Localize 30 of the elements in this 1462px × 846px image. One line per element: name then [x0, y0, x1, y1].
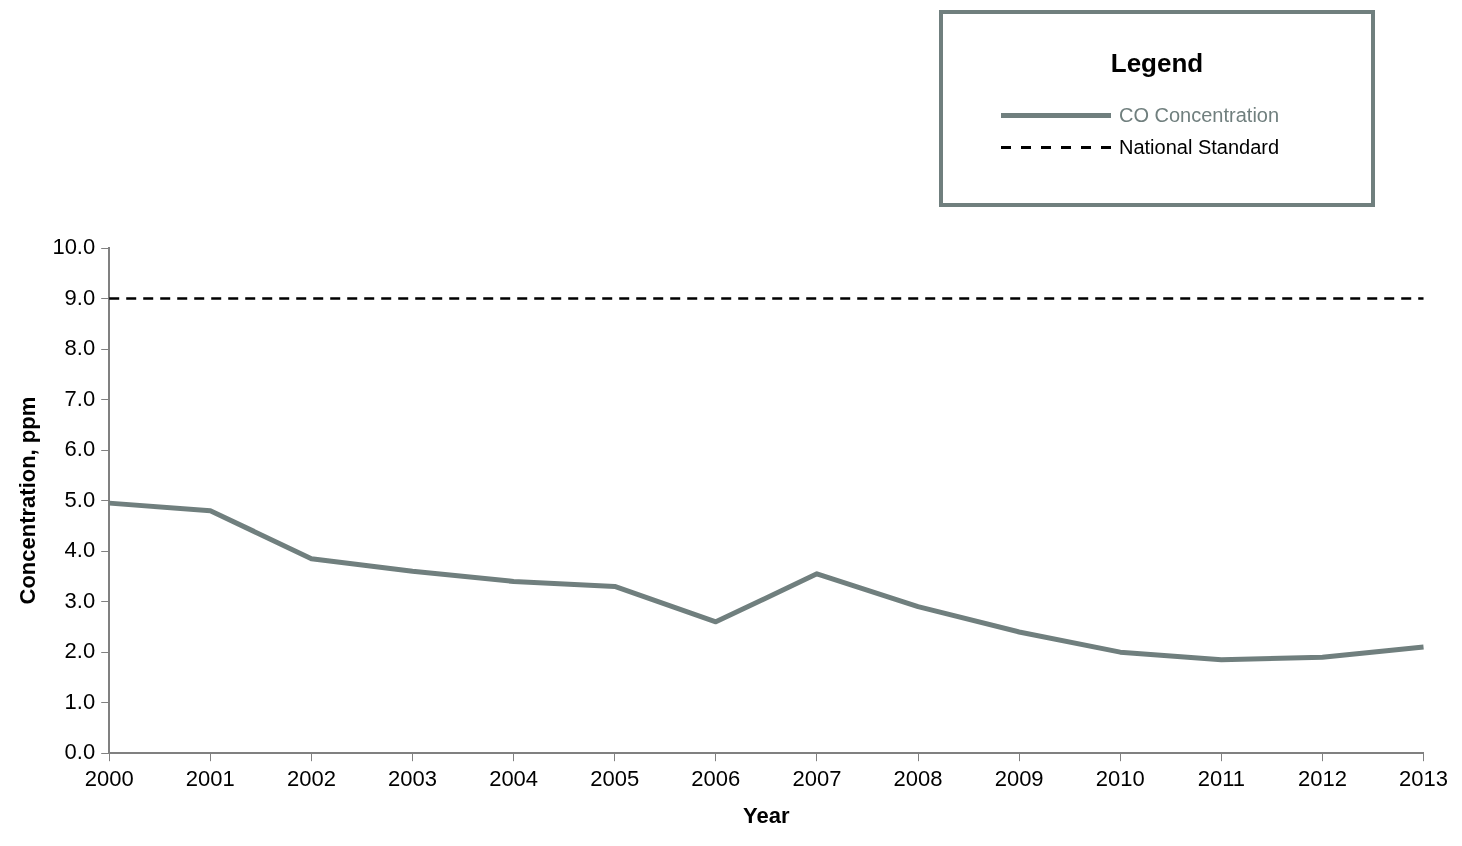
y-tick-label: 0.0	[64, 739, 96, 765]
y-tick-label: 4.0	[64, 537, 96, 563]
x-tick-label: 2010	[1095, 766, 1145, 792]
legend-title: Legend	[1109, 48, 1205, 79]
x-tick-label: 2009	[994, 766, 1044, 792]
y-tick-label: 10.0	[52, 234, 96, 260]
y-tick-label: 3.0	[64, 587, 96, 613]
y-tick-label: 6.0	[64, 436, 96, 462]
x-tick-label: 2007	[792, 766, 842, 792]
y-tick-label: 1.0	[64, 688, 96, 714]
x-tick-label: 2002	[286, 766, 336, 792]
x-axis-title: Year	[743, 802, 791, 828]
x-tick-label: 2008	[893, 766, 943, 792]
y-tick-label: 2.0	[64, 638, 96, 664]
y-tick-label: 5.0	[64, 486, 96, 512]
x-tick-label: 2013	[1399, 766, 1449, 792]
y-tick-label: 8.0	[64, 335, 96, 361]
y-axis-title: Concentration, ppm	[15, 396, 41, 605]
x-tick-label: 2005	[590, 766, 640, 792]
x-tick-label: 2001	[185, 766, 235, 792]
x-tick-label: 2006	[691, 766, 741, 792]
x-tick-label: 2000	[84, 766, 134, 792]
x-tick-label: 2003	[388, 766, 437, 792]
x-tick-label: 2011	[1197, 766, 1245, 792]
x-tick-label: 2012	[1297, 766, 1347, 792]
y-tick-label: 9.0	[64, 284, 96, 310]
y-tick-label: 7.0	[64, 385, 96, 411]
legend-label: CO Concentration	[1119, 103, 1280, 127]
legend-label: National Standard	[1119, 135, 1280, 159]
x-tick-label: 2004	[489, 766, 539, 792]
